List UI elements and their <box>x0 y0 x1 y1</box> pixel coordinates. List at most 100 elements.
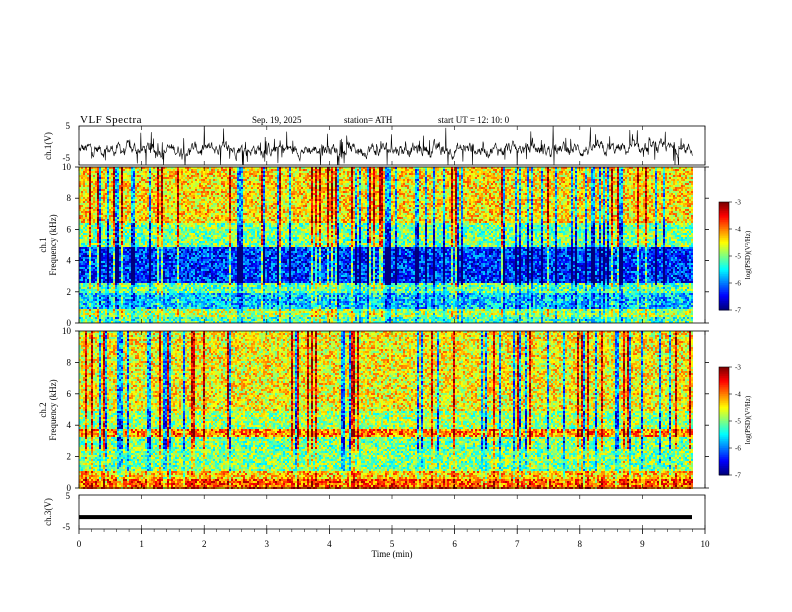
spectrogram-cell <box>89 239 91 241</box>
spectrogram-cell <box>93 211 95 213</box>
spectrogram-cell <box>147 223 149 225</box>
spectrogram-cell <box>133 313 135 315</box>
spectrogram-cell <box>151 239 153 241</box>
spectrogram-cell <box>97 277 99 279</box>
spectrogram-cell <box>125 297 127 299</box>
spectrogram-cell <box>93 307 95 309</box>
spectrogram-cell <box>133 209 135 211</box>
spectrogram-cell <box>103 175 105 177</box>
spectrogram-cell <box>103 231 105 233</box>
spectrogram-cell <box>131 277 133 279</box>
spectrogram-cell <box>133 287 135 289</box>
spectrogram-cell <box>97 213 99 215</box>
spectrogram-cell <box>117 231 119 233</box>
spectrogram-cell <box>97 315 99 317</box>
spectrogram-cell <box>101 271 103 273</box>
spectrogram-cell <box>93 279 95 281</box>
spectrogram-cell <box>85 281 87 283</box>
spectrogram-cell <box>139 277 141 279</box>
spectrogram-cell <box>151 211 153 213</box>
spectrogram-cell <box>89 173 91 175</box>
spectrogram-cell <box>119 309 121 311</box>
spectrogram-cell <box>147 225 149 227</box>
spectrogram-cell <box>89 207 91 209</box>
spectrogram-cell <box>83 273 85 275</box>
spectrogram-cell <box>91 197 93 199</box>
spectrogram-cell <box>99 247 101 249</box>
spectrogram-cell <box>103 245 105 247</box>
spectrogram-cell <box>145 273 147 275</box>
spectrogram-cell <box>109 319 111 321</box>
spectrogram-cell <box>135 287 137 289</box>
spectrogram-cell <box>87 237 89 239</box>
spectrogram-cell <box>81 311 83 313</box>
spectrogram-cell <box>141 229 143 231</box>
spectrogram-cell <box>141 193 143 195</box>
spectrogram-cell <box>87 287 89 289</box>
spectrogram-cell <box>139 175 141 177</box>
spectrogram-cell <box>89 259 91 261</box>
spectrogram-cell <box>131 311 133 313</box>
spectrogram-cell <box>129 243 131 245</box>
spectrogram-cell <box>129 267 131 269</box>
spectrogram-cell <box>151 175 153 177</box>
spectrogram-cell <box>125 311 127 313</box>
spectrogram-cell <box>147 263 149 265</box>
spectrogram-cell <box>119 173 121 175</box>
spectrogram-cell <box>81 201 83 203</box>
spectrogram-cell <box>117 283 119 285</box>
spectrogram-cell <box>105 203 107 205</box>
spectrogram-cell <box>145 261 147 263</box>
spectrogram-cell <box>115 307 117 309</box>
spectrogram-cell <box>137 269 139 271</box>
spectrogram-cell <box>147 313 149 315</box>
spectrogram-cell <box>149 255 151 257</box>
spectrogram-cell <box>151 247 153 249</box>
spectrogram-cell <box>147 185 149 187</box>
spectrogram-cell <box>97 283 99 285</box>
spectrogram-cell <box>107 173 109 175</box>
spectrogram-cell <box>83 293 85 295</box>
spectrogram-cell <box>85 169 87 171</box>
spectrogram-cell <box>87 311 89 313</box>
spectrogram-cell <box>115 207 117 209</box>
spectrogram-cell <box>113 171 115 173</box>
spectrogram-cell <box>101 255 103 257</box>
spectrogram-cell <box>149 187 151 189</box>
spectrogram-cell <box>107 239 109 241</box>
spectrogram-cell <box>119 237 121 239</box>
spectrogram-cell <box>147 241 149 243</box>
spectrogram-cell <box>127 273 129 275</box>
spectrogram-cell <box>139 267 141 269</box>
spectrogram-cell <box>93 297 95 299</box>
spectrogram-cell <box>113 197 115 199</box>
spectrogram-cell <box>107 305 109 307</box>
spectrogram-cell <box>109 269 111 271</box>
spectrogram-cell <box>125 267 127 269</box>
spectrogram-cell <box>129 187 131 189</box>
spectrogram-cell <box>127 211 129 213</box>
spectrogram-cell <box>121 311 123 313</box>
spectrogram-cell <box>89 181 91 183</box>
spectrogram-cell <box>93 291 95 293</box>
spectrogram-cell <box>123 245 125 247</box>
spectrogram-cell <box>95 221 97 223</box>
spectrogram-cell <box>113 261 115 263</box>
spectrogram-cell <box>151 233 153 235</box>
spectrogram-cell <box>123 225 125 227</box>
spectrogram-cell <box>83 313 85 315</box>
spectrogram-cell <box>151 255 153 257</box>
spectrogram-cell <box>99 189 101 191</box>
spectrogram-cell <box>131 297 133 299</box>
spectrogram-cell <box>129 169 131 171</box>
spectrogram-cell <box>91 297 93 299</box>
spectrogram-cell <box>115 197 117 199</box>
spectrogram-cell <box>145 217 147 219</box>
spectrogram-cell <box>95 203 97 205</box>
spectrogram-cell <box>137 225 139 227</box>
ch1-ytick-top: 5 <box>66 121 71 131</box>
spectrogram-cell <box>103 239 105 241</box>
spectrogram-cell <box>133 171 135 173</box>
spectrogram-cell <box>135 263 137 265</box>
spectrogram-cell <box>137 217 139 219</box>
